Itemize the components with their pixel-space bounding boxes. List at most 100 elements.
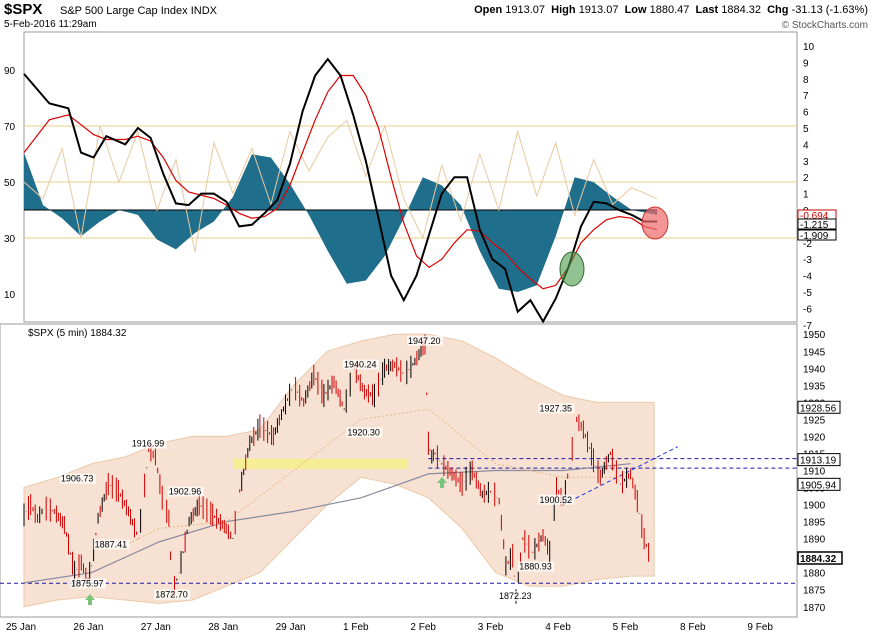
indicator-frame	[23, 31, 798, 323]
price-annotation: 1872.70	[154, 589, 191, 600]
right-axis-tick: 2	[803, 173, 809, 184]
value-box-text: 1928.56	[800, 403, 837, 414]
left-axis-tick: 10	[4, 290, 16, 301]
right-axis-tick: 5	[803, 124, 809, 135]
date-axis-tick: 25 Jan	[6, 622, 36, 633]
price-annotation: 1887.41	[93, 539, 130, 550]
ticker-symbol: $SPX	[4, 1, 43, 18]
value-box-text: -1.909	[800, 231, 829, 242]
price-annotation: 1906.73	[59, 473, 96, 484]
value-box-frame	[797, 551, 843, 565]
right-axis-tick: 6	[803, 108, 809, 119]
right-axis-tick: 7	[803, 91, 809, 102]
annotation-bg	[59, 473, 96, 484]
up-arrow-marker	[85, 594, 95, 605]
long-moving-average	[23, 463, 631, 584]
date-axis-tick: 8 Feb	[680, 622, 706, 633]
right-axis-tick: 9	[803, 58, 809, 69]
right-axis-tick: -5	[803, 288, 812, 299]
right-axis-tick: -2	[803, 239, 812, 250]
last-label: Last	[695, 4, 719, 16]
annotation-label: 1900.52	[539, 495, 572, 505]
histogram-area	[24, 152, 657, 292]
left-axis-tick: 90	[4, 66, 16, 77]
price-annotation: 1900.52	[538, 494, 575, 505]
price-annotation: 1920.30	[346, 427, 383, 438]
annotation-label: 1916.99	[132, 439, 165, 449]
annotation-label: 1872.70	[155, 590, 188, 600]
trend-line	[562, 446, 679, 506]
annotation-label: 1880.93	[519, 562, 552, 572]
annotation-label: 1875.97	[71, 578, 104, 588]
right-axis-tick: 4	[803, 140, 809, 151]
open-value: 1913.07	[505, 4, 546, 16]
low-value: 1880.47	[649, 4, 690, 16]
right-axis-tick: -4	[803, 272, 812, 283]
annotation-bg	[93, 539, 130, 550]
support-zone	[232, 458, 409, 469]
exchange-code: INDX	[190, 5, 217, 17]
annotation-bg	[154, 589, 191, 600]
date-axis-tick: 5 Feb	[613, 622, 639, 633]
annotation-label: 1887.41	[95, 539, 128, 549]
chart-datetime: 5-Feb-2016 11:29am	[4, 19, 97, 30]
buy-signal-marker	[559, 251, 585, 287]
rsi-line	[23, 119, 658, 253]
price-panel: $SPX (5 min) 1884.3219501945194019351930…	[0, 323, 843, 633]
annotation-bg	[538, 403, 575, 414]
price-value-box: 1905.94	[797, 477, 841, 491]
indicator-value-box: -1.909	[797, 229, 837, 242]
price-axis-tick: 1890	[803, 535, 826, 546]
left-axis-tick: 70	[4, 122, 16, 133]
sell-signal-marker	[641, 206, 669, 240]
open-label: Open	[474, 4, 503, 16]
price-annotation: 1880.93	[518, 561, 555, 572]
price-axis-tick: 1910	[803, 467, 826, 478]
bollinger-band	[23, 333, 655, 608]
price-axis-tick: 1920	[803, 432, 826, 443]
quote-summary: Open 1913.07 High 1913.07 Low 1880.47 La…	[474, 4, 868, 16]
left-axis-tick: 30	[4, 234, 16, 245]
left-axis-tick: 50	[4, 178, 16, 189]
price-axis-tick: 1945	[803, 347, 826, 358]
price-annotation: 1872.23	[498, 591, 535, 602]
index-full-name: S&P 500 Large Cap Index	[60, 5, 188, 17]
price-axis-tick: 1880	[803, 569, 826, 580]
date-axis-tick: 4 Feb	[545, 622, 571, 633]
annotation-bg	[518, 561, 555, 572]
annotation-label: 1947.20	[408, 336, 441, 346]
price-annotation: 1940.24	[343, 359, 379, 370]
annotation-label: 1927.35	[539, 403, 572, 413]
right-axis-tick: 1	[803, 190, 809, 201]
macd-line	[23, 57, 657, 324]
date-axis-tick: 3 Feb	[478, 622, 504, 633]
value-box-text: 1905.94	[800, 480, 837, 491]
date-axis-tick: 26 Jan	[73, 622, 103, 633]
price-value-box: 1884.32	[797, 551, 843, 565]
price-axis-tick: 1900	[803, 501, 826, 512]
change-label: Chg	[767, 4, 789, 16]
value-box-text: 1884.32	[800, 554, 837, 565]
price-value-box: 1928.56	[797, 400, 841, 414]
annotation-bg	[538, 494, 575, 505]
value-box-frame	[797, 218, 837, 230]
value-box-text: 1913.19	[800, 456, 837, 467]
up-arrow-marker	[437, 477, 447, 488]
value-box-frame	[797, 477, 841, 491]
index-name: S&P 500 Large Cap Index INDX	[60, 5, 217, 17]
price-axis-tick: 1925	[803, 415, 826, 426]
price-annotation: 1927.35	[538, 403, 575, 414]
value-box-frame	[797, 453, 841, 467]
price-axis-tick: 1940	[803, 364, 826, 375]
date-axis-tick: 29 Jan	[276, 622, 306, 633]
annotation-label: 1906.73	[61, 474, 94, 484]
annotation-label: 1920.30	[347, 427, 380, 437]
price-annotation: 1916.99	[130, 438, 167, 449]
right-axis-tick: -3	[803, 255, 812, 266]
date-axis-tick: 28 Jan	[208, 622, 238, 633]
annotation-label: 1940.24	[344, 359, 377, 369]
price-annotation: 1875.97	[70, 578, 107, 589]
price-axis-tick: 1875	[803, 586, 826, 597]
value-box-text: -0.694	[800, 211, 829, 222]
